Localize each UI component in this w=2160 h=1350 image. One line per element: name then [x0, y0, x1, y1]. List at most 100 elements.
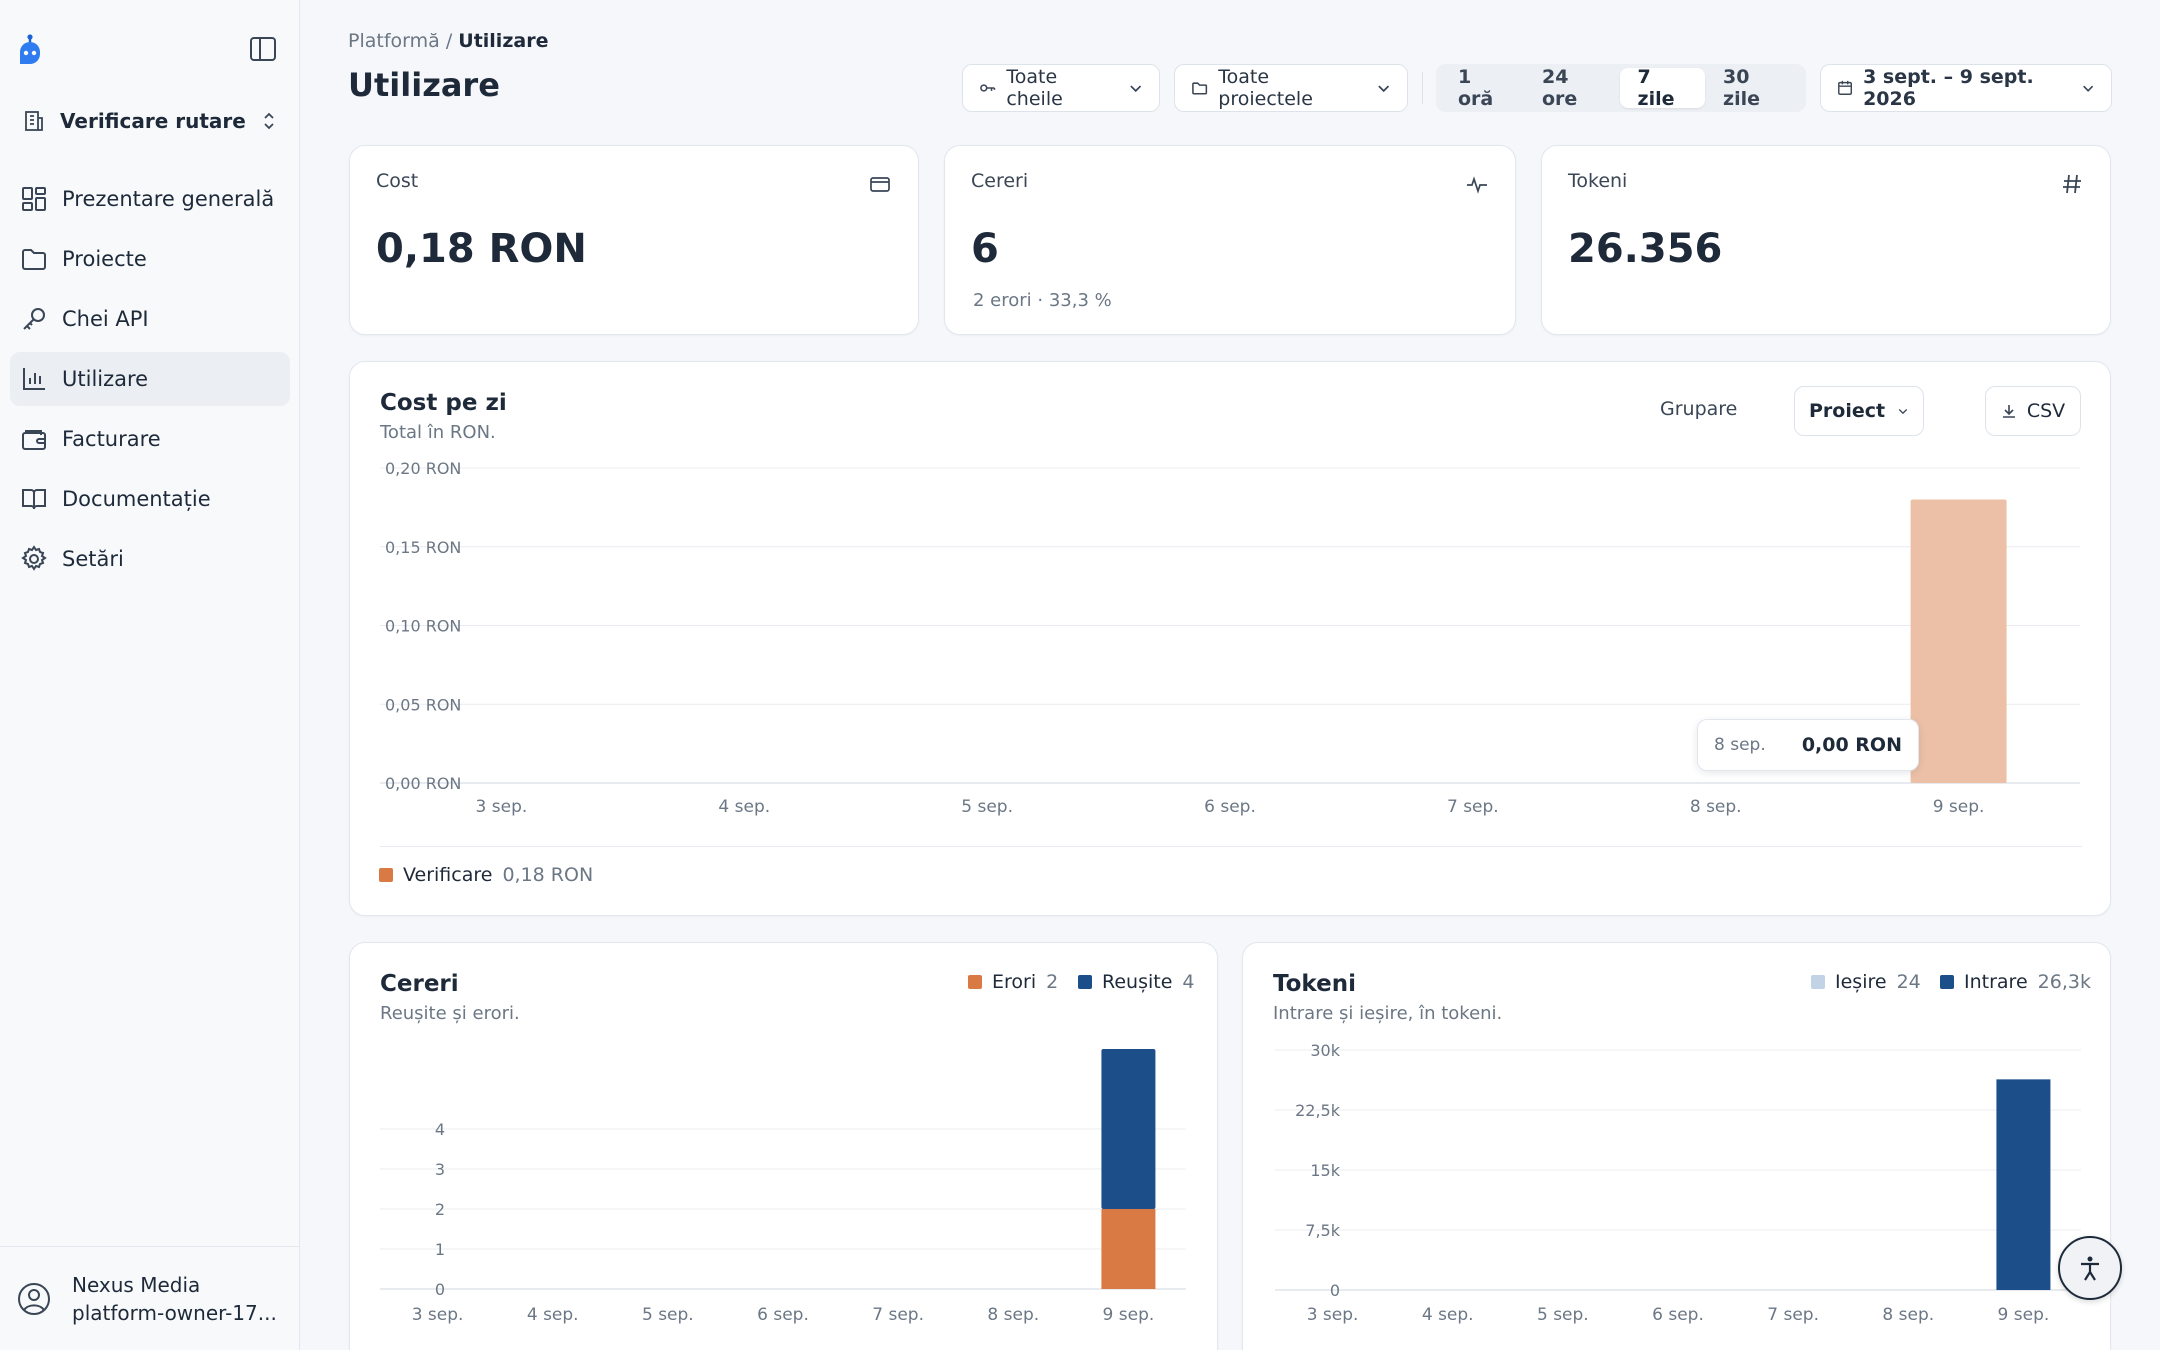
- x-tick-label: 8 sep.: [987, 1305, 1039, 1325]
- legend-item-input[interactable]: Intrare 26,3k: [1940, 971, 2091, 993]
- x-tick-label: 6 sep.: [1652, 1305, 1704, 1325]
- accessibility-button[interactable]: [2058, 1236, 2122, 1300]
- page-title: Utilizare: [348, 66, 500, 104]
- sidebar-item-projects[interactable]: Proiecte: [10, 232, 290, 286]
- projects-filter-select[interactable]: Toate proiectele: [1174, 64, 1408, 112]
- legend-value: 0,18 RON: [502, 864, 594, 886]
- wallet-icon: [22, 430, 46, 450]
- y-tick-label: 0,15 RON: [385, 538, 461, 557]
- legend-label: Erori: [992, 971, 1037, 993]
- export-csv-button[interactable]: CSV: [1985, 386, 2081, 436]
- stat-value: 26.356: [1568, 226, 1723, 272]
- group-by-select[interactable]: Proiect: [1794, 386, 1924, 436]
- tooltip-label: 8 sep.: [1714, 735, 1766, 755]
- sidebar-item-settings[interactable]: Setări: [10, 532, 290, 586]
- legend-item-output[interactable]: Ieșire 24: [1811, 971, 1921, 993]
- chevron-up-down-icon: [264, 112, 274, 130]
- breadcrumb-parent[interactable]: Platformă: [348, 30, 440, 52]
- y-tick-label: 0: [435, 1280, 445, 1299]
- date-range-picker[interactable]: 3 sept. – 9 sept. 2026: [1820, 64, 2112, 112]
- x-tick-label: 3 sep.: [412, 1305, 464, 1325]
- tokens-chart: 0 7,5k 15k 22,5k 30k 3 sep. 4 sep. 5 sep. 6 sep.…: [1275, 1041, 2081, 1325]
- folder-icon: [1192, 82, 1208, 95]
- y-tick-label: 0,20 RON: [385, 459, 461, 478]
- legend-item-errors[interactable]: Erori 2: [968, 971, 1058, 993]
- bar-verificare: [1910, 499, 2007, 783]
- building-icon: [25, 111, 43, 131]
- sidebar-item-billing[interactable]: Facturare: [10, 412, 290, 466]
- legend-label: Intrare: [1964, 971, 2028, 993]
- user-menu[interactable]: Nexus Media platform-owner-17...: [0, 1246, 300, 1350]
- x-tick-label: 8 sep.: [1690, 797, 1742, 817]
- bar-chart-icon: [23, 368, 45, 390]
- stat-label: Cost: [376, 170, 419, 192]
- key-icon: [23, 308, 45, 330]
- legend-swatch: [379, 868, 393, 882]
- card-subtitle: Reușite și erori.: [380, 1003, 520, 1024]
- x-tick-label: 9 sep.: [1933, 797, 1985, 817]
- legend-swatch: [968, 975, 982, 989]
- chevron-down-icon: [1898, 409, 1908, 415]
- keys-filter-value: Toate cheile: [1006, 66, 1063, 110]
- x-tick-label: 4 sep.: [718, 797, 770, 817]
- y-tick-label: 7,5k: [1305, 1221, 1340, 1240]
- x-tick-label: 8 sep.: [1882, 1305, 1934, 1325]
- x-tick-label: 7 sep.: [1447, 797, 1499, 817]
- legend-item-success[interactable]: Reușite 4: [1078, 971, 1195, 993]
- y-tick-label: 22,5k: [1295, 1101, 1341, 1120]
- y-tick-label: 2: [435, 1200, 445, 1219]
- legend-item-verificare[interactable]: Verificare 0,18 RON: [379, 864, 593, 886]
- legend-value: 4: [1182, 971, 1195, 993]
- x-tick-label: 5 sep.: [642, 1305, 694, 1325]
- gear-icon: [21, 545, 47, 571]
- sidebar-item-usage[interactable]: Utilizare: [10, 352, 290, 406]
- legend-label: Verificare: [403, 864, 493, 886]
- keys-filter-select[interactable]: Toate cheile: [962, 64, 1160, 112]
- range-7d[interactable]: 7 zile: [1619, 66, 1706, 110]
- stat-card-tokens: Tokeni 26.356: [1541, 145, 2111, 335]
- x-tick-label: 7 sep.: [872, 1305, 924, 1325]
- y-tick-label: 15k: [1310, 1161, 1340, 1180]
- sidebar-toggle-icon[interactable]: [248, 34, 278, 64]
- group-by-value: Proiect: [1809, 400, 1886, 422]
- app-logo-icon[interactable]: [16, 34, 44, 66]
- stat-card-cost: Cost 0,18 RON: [349, 145, 919, 335]
- x-tick-label: 9 sep.: [1998, 1305, 2050, 1325]
- bar-erori: [1101, 1209, 1156, 1289]
- x-tick-label: 4 sep.: [1422, 1305, 1474, 1325]
- card-subtitle: Intrare și ieșire, în tokeni.: [1273, 1003, 1503, 1024]
- user-email: platform-owner-17...: [72, 1300, 277, 1325]
- legend-value: 2: [1046, 971, 1059, 993]
- sidebar-item-overview[interactable]: Prezentare generală: [10, 172, 290, 226]
- sidebar-item-docs[interactable]: Documentație: [10, 472, 290, 526]
- card-title: Cost pe zi: [380, 390, 507, 416]
- legend-label: Ieșire: [1835, 971, 1887, 993]
- x-tick-label: 4 sep.: [527, 1305, 579, 1325]
- legend-swatch: [1811, 975, 1825, 989]
- breadcrumb-separator: /: [439, 30, 459, 52]
- org-switcher[interactable]: Verificare rutare: [10, 100, 290, 142]
- card-title: Cereri: [380, 971, 459, 997]
- x-tick-label: 9 sep.: [1103, 1305, 1155, 1325]
- legend-value: 26,3k: [2037, 971, 2091, 993]
- y-tick-label: 30k: [1310, 1041, 1340, 1060]
- y-tick-label: 0: [1330, 1281, 1340, 1300]
- card-subtitle: Total în RON.: [380, 422, 496, 443]
- chevron-down-icon: [2082, 85, 2093, 92]
- sidebar-item-api-keys[interactable]: Chei API: [10, 292, 290, 346]
- toolbar-divider: [1422, 72, 1423, 104]
- breadcrumb-current: Utilizare: [458, 30, 549, 52]
- sidebar-item-label: Proiecte: [62, 247, 147, 271]
- stat-card-requests: Cereri 6 2 erori · 33,3 %: [944, 145, 1516, 335]
- range-1h[interactable]: 1 oră: [1458, 66, 1494, 110]
- range-24h[interactable]: 24 ore: [1541, 66, 1578, 110]
- x-tick-label: 3 sep.: [476, 797, 528, 817]
- sidebar-nav: Prezentare generală Proiecte Chei API Ut…: [10, 172, 290, 592]
- sidebar-item-label: Chei API: [62, 307, 149, 331]
- download-icon: [2002, 405, 2015, 418]
- sidebar-item-label: Prezentare generală: [62, 187, 275, 211]
- y-tick-label: 3: [435, 1160, 445, 1179]
- sidebar-item-label: Documentație: [62, 487, 211, 511]
- csv-label: CSV: [2026, 400, 2066, 422]
- range-30d[interactable]: 30 zile: [1723, 66, 1760, 110]
